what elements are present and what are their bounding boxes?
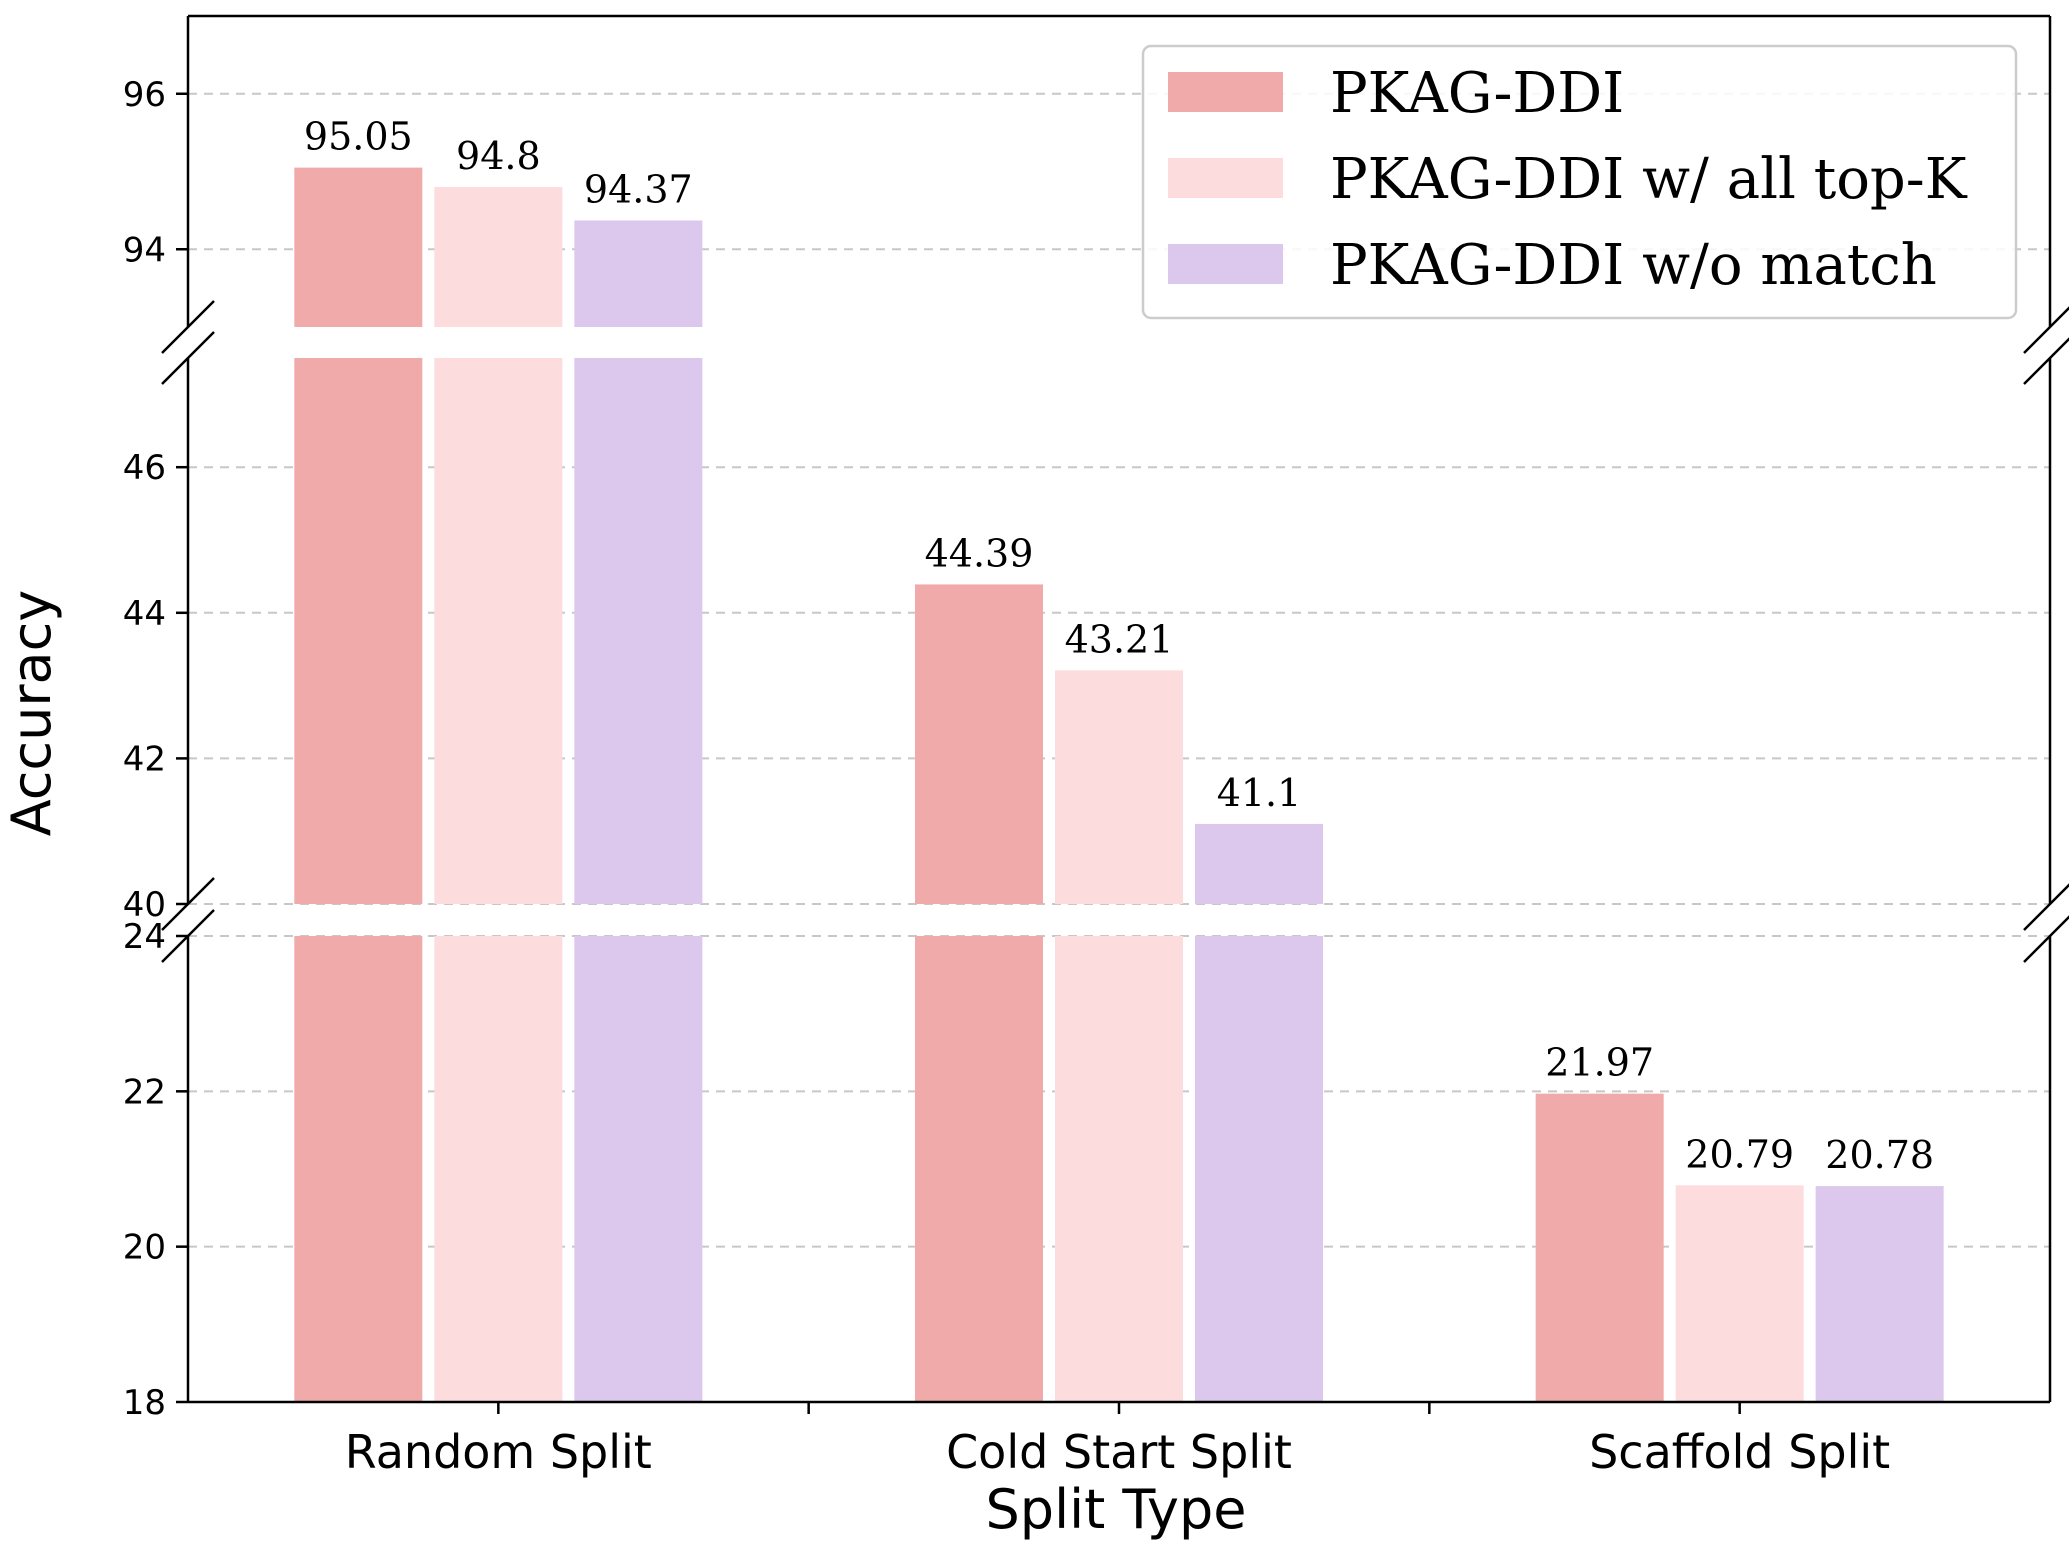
legend: PKAG-DDI PKAG-DDI w/ all top-K PKAG-DDI w/…: [1141, 44, 2018, 320]
bar: [574, 220, 703, 327]
y-tick-label: 22: [123, 1072, 166, 1112]
bar: [1195, 936, 1323, 1402]
axis-break-mark: [161, 331, 215, 385]
bar: [1195, 823, 1323, 904]
category-label: Random Split: [345, 1425, 652, 1479]
data-label: 21.97: [1545, 1041, 1654, 1085]
bar: [915, 584, 1043, 904]
bar: [1675, 1185, 1804, 1402]
data-labels: 95.05 94.8 94.37 44.39 43.21 41.1 21.97 20.79 20…: [304, 115, 1934, 1177]
legend-swatch: [1168, 72, 1283, 112]
y-tick-label: 20: [123, 1228, 166, 1268]
bar: [434, 936, 563, 1402]
y-axis-title: Accuracy: [0, 590, 63, 837]
y-tick-label: 40: [123, 885, 166, 925]
legend-label: PKAG-DDI w/ all top-K: [1330, 147, 1968, 212]
legend-swatch: [1168, 158, 1283, 198]
data-label: 20.78: [1825, 1133, 1934, 1177]
axis-break-mark: [2023, 883, 2069, 931]
bar: [294, 358, 423, 904]
y-tick-label: 44: [123, 594, 166, 634]
bar: [294, 167, 423, 327]
bar: [574, 936, 703, 1402]
axis-break-mark: [161, 300, 215, 354]
axis-break-mark: [2023, 306, 2069, 354]
legend-label: PKAG-DDI: [1330, 61, 1624, 126]
axis-break-mark: [2023, 915, 2069, 963]
category-label: Cold Start Split: [946, 1425, 1292, 1479]
legend-box: [1141, 44, 2018, 320]
x-ticks: Random Split Cold Start Split Scaffold Spl…: [345, 1402, 1890, 1479]
bar: [294, 936, 423, 1402]
data-label: 94.37: [584, 167, 693, 211]
axis-break-mark: [2023, 337, 2069, 385]
data-label: 94.8: [456, 134, 541, 178]
y-tick-label: 96: [123, 75, 166, 115]
y-tick-label: 18: [123, 1383, 166, 1423]
bar: [1055, 936, 1183, 1402]
data-label: 41.1: [1217, 771, 1302, 815]
legend-swatch: [1168, 244, 1283, 284]
data-label: 95.05: [304, 115, 413, 159]
data-label: 44.39: [925, 531, 1034, 575]
bar: [1055, 670, 1183, 904]
bar: [1815, 1186, 1944, 1402]
bar: [434, 358, 563, 904]
x-axis-title: Split Type: [986, 1478, 1247, 1541]
bar: [915, 936, 1043, 1402]
legend-label: PKAG-DDI w/o match: [1330, 233, 1937, 298]
data-label: 43.21: [1065, 617, 1174, 661]
bar: [1535, 1093, 1664, 1402]
bars: [294, 167, 1944, 1402]
bar: [574, 358, 703, 904]
category-label: Scaffold Split: [1589, 1425, 1890, 1479]
y-tick-label: 24: [123, 917, 166, 957]
y-tick-label: 94: [123, 230, 166, 270]
data-label: 20.79: [1685, 1132, 1794, 1176]
bar: [434, 187, 563, 327]
y-tick-label: 46: [123, 448, 166, 488]
y-tick-label: 42: [123, 739, 166, 779]
